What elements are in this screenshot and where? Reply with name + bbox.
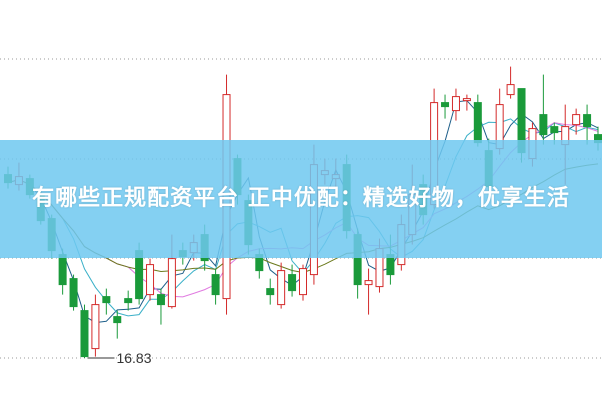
- candle-body: [102, 296, 111, 304]
- candle-body: [80, 310, 89, 358]
- candle-body: [539, 114, 548, 136]
- candle-body: [58, 254, 67, 286]
- candle: [364, 268, 373, 315]
- candle-body: [277, 270, 286, 306]
- candle: [288, 264, 297, 297]
- candle-body: [266, 288, 275, 296]
- candle-body: [124, 298, 133, 304]
- candle-body: [451, 96, 460, 112]
- candle: [146, 258, 155, 301]
- candle: [277, 262, 286, 309]
- candle: [506, 66, 515, 99]
- candle: [113, 310, 122, 339]
- candle-body: [441, 102, 450, 108]
- candle: [80, 304, 89, 358]
- candle-body: [211, 274, 220, 296]
- candle: [211, 268, 220, 305]
- candle: [91, 294, 100, 357]
- candle-body: [91, 304, 100, 350]
- candle-body: [572, 114, 581, 126]
- candle: [266, 278, 275, 305]
- candle: [124, 290, 133, 311]
- candle-body: [473, 102, 482, 144]
- candle: [102, 288, 111, 315]
- candle: [462, 94, 471, 111]
- candle: [156, 288, 165, 325]
- candle-body: [299, 268, 307, 296]
- candle-body: [462, 98, 471, 102]
- low-marker-label: 16.83: [116, 350, 151, 366]
- candle: [539, 74, 548, 145]
- candle-body: [288, 274, 297, 292]
- candle-body: [506, 84, 515, 96]
- candle: [451, 88, 460, 121]
- candle-body: [69, 278, 78, 308]
- candle-body: [113, 316, 122, 324]
- candle-body: [364, 280, 373, 286]
- candle: [441, 94, 450, 119]
- candle-body: [167, 258, 176, 308]
- candle-body: [583, 114, 592, 128]
- title-banner: 有哪些正规配资平台 正中优配：精选好物，优享生活: [0, 140, 602, 258]
- candle: [583, 104, 592, 145]
- candle-body: [156, 294, 165, 306]
- banner-title: 有哪些正规配资平台 正中优配：精选好物，优享生活: [32, 186, 570, 211]
- candle-body: [550, 126, 559, 134]
- candle: [299, 264, 307, 301]
- candle: [473, 94, 482, 147]
- low-marker: 16.83: [87, 350, 152, 366]
- candle: [69, 274, 78, 311]
- candle: [572, 108, 581, 135]
- candle-body: [146, 264, 155, 296]
